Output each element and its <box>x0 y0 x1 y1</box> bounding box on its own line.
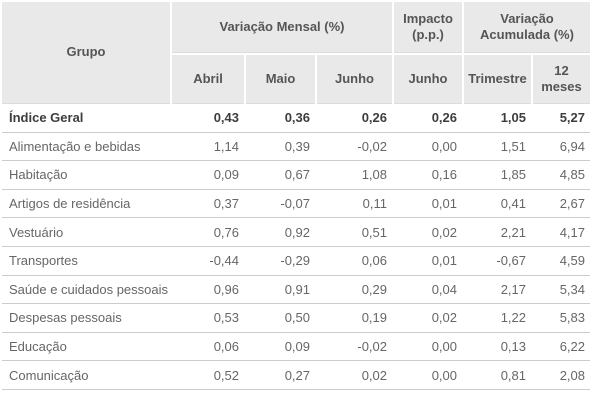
group-name-cell: Transportes <box>9 253 78 269</box>
value-junho: 0,29 <box>361 281 387 297</box>
table-row: Vestuário 0,76 0,92 0,51 0,02 2,21 4,17 <box>2 218 590 247</box>
col-subheader-maio: Maio <box>246 55 315 104</box>
table-row: Transportes -0,44 -0,29 0,06 0,01 -0,67 … <box>2 246 590 276</box>
group-name-cell: Alimentação e bebidas <box>9 138 141 154</box>
group-name-cell: Habitação <box>9 167 68 183</box>
value-12-meses: 2,67 <box>559 196 585 212</box>
table-row: Comunicação 0,52 0,27 0,02 0,00 0,81 2,0… <box>2 361 590 390</box>
value-trimestre: 1,22 <box>500 310 526 326</box>
value-junho: 0,51 <box>361 224 387 240</box>
group-name-cell: Artigos de residência <box>9 196 131 212</box>
col-header-variacao-acumulada: Variação Acumulada (%) <box>464 2 590 53</box>
group-name-cell: Índice Geral <box>9 110 84 126</box>
value-abril: 0,06 <box>213 339 239 355</box>
value-abril: 1,14 <box>213 138 239 154</box>
col-subheader-12-meses: 12 meses <box>533 55 590 104</box>
group-name-cell: Educação <box>9 339 67 355</box>
value-junho: 0,19 <box>361 310 387 326</box>
col-header-grupo: Grupo <box>2 2 170 104</box>
group-name-cell: Vestuário <box>9 224 64 240</box>
value-12-meses: 5,34 <box>559 281 585 297</box>
value-maio: 0,27 <box>284 367 310 383</box>
value-maio: 0,39 <box>284 138 310 154</box>
value-impacto-junho: 0,00 <box>431 367 457 383</box>
value-impacto-junho: 0,01 <box>431 253 457 269</box>
ipca-variation-table: Grupo Variação Mensal (%) Impacto (p.p.)… <box>2 2 590 390</box>
value-maio: 0,91 <box>284 281 310 297</box>
value-impacto-junho: 0,04 <box>431 281 457 297</box>
value-impacto-junho: 0,26 <box>431 110 457 126</box>
col-subheader-abril: Abril <box>172 55 244 104</box>
value-abril: 0,96 <box>213 281 239 297</box>
col-subheader-junho: Junho <box>317 55 392 104</box>
value-abril: 0,52 <box>213 367 239 383</box>
value-junho: 0,11 <box>362 196 387 212</box>
value-maio: -0,07 <box>280 196 310 212</box>
value-trimestre: 1,05 <box>500 110 526 126</box>
col-subheader-junho-impacto: Junho <box>394 55 462 104</box>
value-abril: 0,37 <box>213 196 239 212</box>
group-name-cell: Despesas pessoais <box>9 310 122 326</box>
value-12-meses: 6,94 <box>559 138 585 154</box>
value-abril: 0,53 <box>213 310 239 326</box>
group-name-cell: Saúde e cuidados pessoais <box>9 281 169 297</box>
group-name-cell: Comunicação <box>9 367 89 383</box>
value-junho: -0,02 <box>357 138 387 154</box>
value-trimestre: 0,13 <box>500 339 526 355</box>
value-abril: 0,09 <box>213 167 239 183</box>
table-row: Saúde e cuidados pessoais 0,96 0,91 0,29… <box>2 275 590 305</box>
table-row: Índice Geral 0,43 0,36 0,26 0,26 1,05 5,… <box>2 104 590 133</box>
value-abril: -0,44 <box>209 253 239 269</box>
value-12-meses: 5,83 <box>559 310 585 326</box>
value-trimestre: 1,85 <box>500 167 526 183</box>
col-header-variacao-mensal: Variação Mensal (%) <box>172 2 392 53</box>
value-12-meses: 4,85 <box>559 167 585 183</box>
value-trimestre: 0,41 <box>500 196 526 212</box>
value-trimestre: 1,51 <box>500 138 526 154</box>
value-12-meses: 2,08 <box>559 367 585 383</box>
value-impacto-junho: 0,02 <box>431 224 457 240</box>
value-trimestre: 2,21 <box>500 224 526 240</box>
value-12-meses: 5,27 <box>559 110 585 126</box>
value-junho: 0,26 <box>361 110 387 126</box>
table-row: Despesas pessoais 0,53 0,50 0,19 0,02 1,… <box>2 304 590 333</box>
table-body: Índice Geral 0,43 0,36 0,26 0,26 1,05 5,… <box>2 104 590 390</box>
value-maio: 0,09 <box>284 339 310 355</box>
table-header: Grupo Variação Mensal (%) Impacto (p.p.)… <box>2 2 590 104</box>
value-impacto-junho: 0,01 <box>431 196 457 212</box>
col-header-impacto: Impacto (p.p.) <box>394 2 462 53</box>
value-maio: -0,29 <box>280 253 310 269</box>
value-junho: -0,02 <box>357 339 387 355</box>
col-subheader-trimestre: Trimestre <box>464 55 531 104</box>
table-row: Alimentação e bebidas 1,14 0,39 -0,02 0,… <box>2 132 590 162</box>
value-impacto-junho: 0,00 <box>431 138 457 154</box>
value-trimestre: -0,67 <box>496 253 526 269</box>
table-row: Habitação 0,09 0,67 1,08 0,16 1,85 4,85 <box>2 161 590 190</box>
value-abril: 0,76 <box>213 224 239 240</box>
value-junho: 1,08 <box>361 167 387 183</box>
value-maio: 0,50 <box>284 310 310 326</box>
value-impacto-junho: 0,16 <box>431 167 457 183</box>
value-12-meses: 4,17 <box>559 224 585 240</box>
table-row: Educação 0,06 0,09 -0,02 0,00 0,13 6,22 <box>2 332 590 362</box>
value-12-meses: 4,59 <box>559 253 585 269</box>
value-maio: 0,67 <box>284 167 310 183</box>
value-maio: 0,92 <box>284 224 310 240</box>
value-12-meses: 6,22 <box>559 339 585 355</box>
value-abril: 0,43 <box>213 110 239 126</box>
value-maio: 0,36 <box>284 110 310 126</box>
value-trimestre: 0,81 <box>500 367 526 383</box>
value-junho: 0,06 <box>361 253 387 269</box>
value-impacto-junho: 0,02 <box>431 310 457 326</box>
value-impacto-junho: 0,00 <box>431 339 457 355</box>
value-junho: 0,02 <box>361 367 387 383</box>
value-trimestre: 2,17 <box>500 281 526 297</box>
table-row: Artigos de residência 0,37 -0,07 0,11 0,… <box>2 189 590 219</box>
